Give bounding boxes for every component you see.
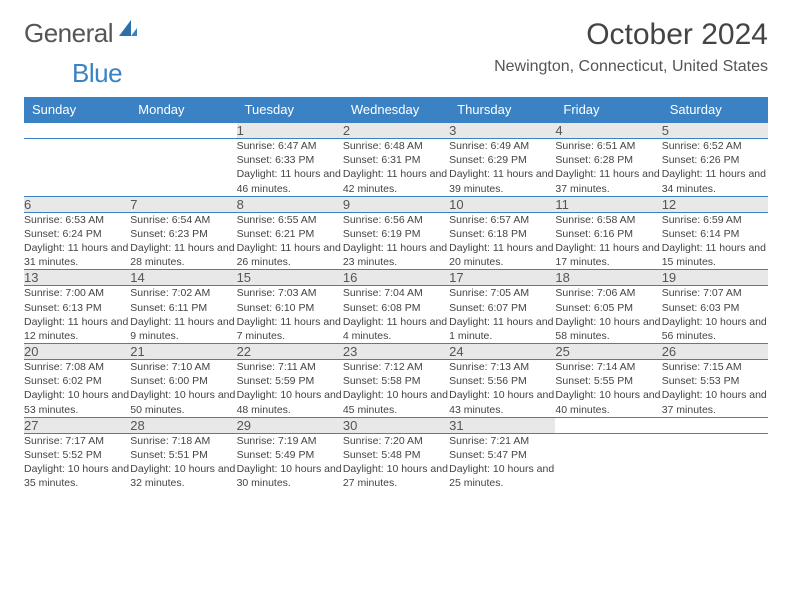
day-detail-cell: Sunrise: 7:05 AMSunset: 6:07 PMDaylight:…	[449, 286, 555, 344]
day-number-cell: 4	[555, 123, 661, 139]
day-number-cell: 8	[237, 196, 343, 212]
day-header: Sunday	[24, 97, 130, 123]
day-detail-cell: Sunrise: 6:48 AMSunset: 6:31 PMDaylight:…	[343, 139, 449, 197]
day-number-cell: 17	[449, 270, 555, 286]
logo-text-1: General	[24, 18, 113, 49]
day-number-cell: 18	[555, 270, 661, 286]
day-number-cell: 23	[343, 344, 449, 360]
month-title: October 2024	[494, 18, 768, 52]
day-number-cell: 28	[130, 417, 236, 433]
day-detail-cell: Sunrise: 7:20 AMSunset: 5:48 PMDaylight:…	[343, 433, 449, 490]
day-number-cell: 29	[237, 417, 343, 433]
day-number-cell: 14	[130, 270, 236, 286]
day-detail-cell: Sunrise: 7:13 AMSunset: 5:56 PMDaylight:…	[449, 360, 555, 418]
day-detail-cell: Sunrise: 7:12 AMSunset: 5:58 PMDaylight:…	[343, 360, 449, 418]
location-text: Newington, Connecticut, United States	[494, 58, 768, 76]
day-detail-cell: Sunrise: 7:03 AMSunset: 6:10 PMDaylight:…	[237, 286, 343, 344]
day-detail-cell: Sunrise: 7:10 AMSunset: 6:00 PMDaylight:…	[130, 360, 236, 418]
day-detail-cell: Sunrise: 7:17 AMSunset: 5:52 PMDaylight:…	[24, 433, 130, 490]
day-detail-cell: Sunrise: 6:54 AMSunset: 6:23 PMDaylight:…	[130, 212, 236, 270]
day-header: Saturday	[662, 97, 768, 123]
day-number-cell: 5	[662, 123, 768, 139]
day-detail-cell: Sunrise: 7:04 AMSunset: 6:08 PMDaylight:…	[343, 286, 449, 344]
day-number-cell: 22	[237, 344, 343, 360]
day-detail-cell: Sunrise: 6:51 AMSunset: 6:28 PMDaylight:…	[555, 139, 661, 197]
logo-text-2: Blue	[72, 58, 122, 89]
day-number-cell: 25	[555, 344, 661, 360]
day-detail-cell: Sunrise: 7:07 AMSunset: 6:03 PMDaylight:…	[662, 286, 768, 344]
day-detail-cell: Sunrise: 7:19 AMSunset: 5:49 PMDaylight:…	[237, 433, 343, 490]
day-number-cell: 2	[343, 123, 449, 139]
day-number-cell: 30	[343, 417, 449, 433]
day-number-cell: 3	[449, 123, 555, 139]
day-number-cell: 19	[662, 270, 768, 286]
logo: General	[24, 18, 141, 49]
day-number-cell: 21	[130, 344, 236, 360]
day-number-cell: 9	[343, 196, 449, 212]
title-block: October 2024 Newington, Connecticut, Uni…	[494, 18, 768, 76]
day-detail-cell: Sunrise: 7:18 AMSunset: 5:51 PMDaylight:…	[130, 433, 236, 490]
day-number-cell	[24, 123, 130, 139]
day-header: Monday	[130, 97, 236, 123]
day-detail-cell: Sunrise: 7:15 AMSunset: 5:53 PMDaylight:…	[662, 360, 768, 418]
day-number-cell	[662, 417, 768, 433]
day-header: Wednesday	[343, 97, 449, 123]
day-detail-cell: Sunrise: 6:58 AMSunset: 6:16 PMDaylight:…	[555, 212, 661, 270]
day-detail-cell	[24, 139, 130, 197]
day-number-cell: 1	[237, 123, 343, 139]
day-number-cell: 15	[237, 270, 343, 286]
day-header: Friday	[555, 97, 661, 123]
day-detail-cell: Sunrise: 7:08 AMSunset: 6:02 PMDaylight:…	[24, 360, 130, 418]
day-number-cell: 20	[24, 344, 130, 360]
day-detail-cell: Sunrise: 7:14 AMSunset: 5:55 PMDaylight:…	[555, 360, 661, 418]
day-number-cell: 6	[24, 196, 130, 212]
day-detail-cell: Sunrise: 6:59 AMSunset: 6:14 PMDaylight:…	[662, 212, 768, 270]
day-detail-cell: Sunrise: 7:11 AMSunset: 5:59 PMDaylight:…	[237, 360, 343, 418]
day-detail-cell: Sunrise: 6:53 AMSunset: 6:24 PMDaylight:…	[24, 212, 130, 270]
day-number-cell: 27	[24, 417, 130, 433]
day-detail-cell: Sunrise: 6:56 AMSunset: 6:19 PMDaylight:…	[343, 212, 449, 270]
day-detail-cell: Sunrise: 7:21 AMSunset: 5:47 PMDaylight:…	[449, 433, 555, 490]
day-number-cell: 13	[24, 270, 130, 286]
calendar-table: SundayMondayTuesdayWednesdayThursdayFrid…	[24, 97, 768, 490]
day-detail-cell	[662, 433, 768, 490]
day-number-cell: 12	[662, 196, 768, 212]
day-detail-cell: Sunrise: 6:55 AMSunset: 6:21 PMDaylight:…	[237, 212, 343, 270]
day-header: Thursday	[449, 97, 555, 123]
calendar-body: 12345 Sunrise: 6:47 AMSunset: 6:33 PMDay…	[24, 123, 768, 491]
day-detail-cell: Sunrise: 6:49 AMSunset: 6:29 PMDaylight:…	[449, 139, 555, 197]
day-number-cell: 16	[343, 270, 449, 286]
day-detail-cell: Sunrise: 7:06 AMSunset: 6:05 PMDaylight:…	[555, 286, 661, 344]
day-number-cell: 7	[130, 196, 236, 212]
day-detail-cell: Sunrise: 6:57 AMSunset: 6:18 PMDaylight:…	[449, 212, 555, 270]
day-number-cell	[130, 123, 236, 139]
day-header: Tuesday	[237, 97, 343, 123]
day-detail-cell	[555, 433, 661, 490]
day-detail-cell: Sunrise: 7:02 AMSunset: 6:11 PMDaylight:…	[130, 286, 236, 344]
day-number-cell: 10	[449, 196, 555, 212]
day-detail-cell	[130, 139, 236, 197]
day-number-cell: 31	[449, 417, 555, 433]
day-number-cell: 24	[449, 344, 555, 360]
day-detail-cell: Sunrise: 6:52 AMSunset: 6:26 PMDaylight:…	[662, 139, 768, 197]
calendar-head: SundayMondayTuesdayWednesdayThursdayFrid…	[24, 97, 768, 123]
day-number-cell: 26	[662, 344, 768, 360]
day-detail-cell: Sunrise: 7:00 AMSunset: 6:13 PMDaylight:…	[24, 286, 130, 344]
day-number-cell	[555, 417, 661, 433]
day-number-cell: 11	[555, 196, 661, 212]
day-detail-cell: Sunrise: 6:47 AMSunset: 6:33 PMDaylight:…	[237, 139, 343, 197]
logo-sail-icon	[117, 18, 139, 45]
